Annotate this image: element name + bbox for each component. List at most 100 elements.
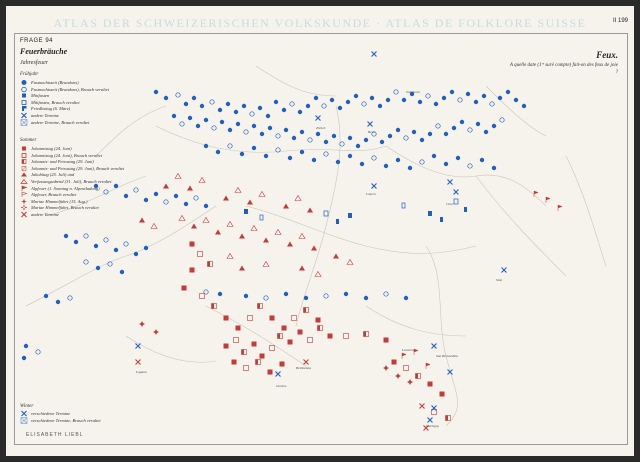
spring-fire-marker — [175, 92, 181, 98]
spring-fire-marker — [433, 101, 439, 107]
spring-fire-marker — [483, 129, 489, 135]
spring-fire-marker — [457, 97, 463, 103]
summer-fire-marker — [199, 293, 205, 299]
legend-item-label: Johannistag (24. Juni), Brauch veraltet — [31, 152, 102, 158]
legend-summer-heading: Sommer — [20, 138, 37, 143]
atlas-title: ATLAS DER SCHWEIZERISCHEN VOLKSKUNDE · A… — [53, 16, 587, 30]
other-date-marker — [303, 359, 309, 365]
legend-item-label: Alpfeuer, Brauch veraltet — [31, 192, 77, 198]
legend-item-label: andere Termine, Brauch veraltet — [31, 119, 90, 125]
spring-fire-marker — [143, 245, 149, 251]
spring-fire-marker — [383, 291, 389, 297]
spring-fire-marker — [305, 103, 311, 109]
summer-fire-marker — [439, 391, 445, 397]
spring-fire-marker — [203, 117, 209, 123]
spring-fire-marker — [193, 195, 199, 201]
spring-fire-marker — [473, 99, 479, 105]
summer-fire-marker — [383, 365, 389, 371]
legend-item-label: andere Termine — [31, 212, 60, 217]
spring-fire-marker — [203, 289, 209, 295]
summer-fire-marker — [223, 315, 229, 321]
summer-fire-marker — [274, 228, 282, 235]
x-blue-icon — [21, 112, 27, 119]
author-credit: ELISABETH LIEBL — [26, 432, 84, 438]
summer-fire-marker — [247, 199, 253, 205]
spring-fire-marker — [355, 143, 361, 149]
other-date-marker — [453, 189, 459, 195]
spring-fire-marker — [241, 103, 247, 109]
summer-fire-marker — [226, 220, 234, 227]
spring-fire-marker — [321, 103, 327, 109]
summer-fire-marker — [163, 183, 169, 189]
spring-fire-marker — [113, 183, 119, 189]
legend-item: Fastnachtszeit (Brandons) — [20, 79, 79, 86]
summer-fire-marker — [239, 233, 245, 239]
spring-fire-marker — [337, 105, 343, 111]
other-date-marker — [419, 403, 425, 409]
summer-fire-marker — [243, 365, 249, 371]
spring-fire-marker — [347, 135, 353, 141]
spring-fire-marker — [297, 109, 303, 115]
summer-fire-marker — [223, 195, 229, 201]
summer-fire-marker — [139, 217, 145, 223]
spring-fire-marker — [195, 123, 201, 129]
spring-fire-marker — [243, 129, 249, 135]
place-label: Solothurn — [406, 90, 420, 94]
legend-item: Alpfeuer (1. Sonntag n. Alpentladung) — [20, 185, 100, 192]
tri-red-open-icon — [20, 178, 28, 184]
spring-fire-marker — [440, 217, 443, 222]
other-date-marker — [371, 51, 377, 57]
summer-fire-marker — [250, 224, 258, 231]
spring-fire-marker — [239, 151, 245, 157]
question-french: A quelle date (1ʳᵉ suré compte) fait-on … — [509, 63, 618, 75]
spring-fire-marker — [153, 89, 159, 95]
place-label: Genève — [276, 384, 287, 388]
summer-fire-marker — [226, 252, 234, 259]
spring-fire-marker — [497, 95, 503, 101]
legend-item: Alpfeuer, Brauch veraltet — [20, 191, 76, 198]
spring-fire-marker — [83, 259, 89, 265]
spring-fire-marker — [307, 137, 313, 143]
spring-fire-marker — [179, 121, 185, 127]
summer-fire-marker — [294, 194, 302, 201]
spring-fire-marker — [235, 121, 241, 127]
spring-fire-marker — [251, 123, 257, 129]
place-label: San Bernardino — [436, 354, 459, 358]
spring-fire-marker — [63, 233, 69, 239]
spring-fire-symbols — [21, 89, 527, 361]
spring-fire-marker — [513, 97, 519, 103]
legend-item: verschiedene Termine — [20, 410, 70, 417]
legend-item: andere Termine — [20, 211, 59, 218]
spring-fire-marker — [336, 219, 339, 224]
legend-item: Mariae Himmelfahrt, Brauch veraltet — [20, 204, 99, 212]
spring-fire-marker — [67, 295, 73, 301]
x-red-icon — [21, 211, 27, 218]
spring-fire-marker — [395, 157, 401, 163]
spring-fire-marker — [55, 299, 61, 305]
summer-fire-marker — [235, 325, 241, 331]
spring-fire-marker — [443, 131, 449, 137]
legend-item: Fastnachtszeit (Brandons), Brauch veralt… — [20, 86, 109, 93]
other-date-marker — [501, 267, 507, 273]
summer-fire-marker — [533, 190, 539, 197]
spring-fire-marker — [491, 123, 497, 129]
place-label: Lugano — [136, 370, 147, 374]
spring-fire-marker — [153, 191, 159, 197]
summer-fire-marker — [545, 196, 551, 203]
subtitle-german: Jahresfeuer — [20, 60, 49, 66]
summer-fire-marker — [262, 260, 270, 267]
spring-fire-marker — [371, 131, 377, 137]
spring-fire-marker — [273, 99, 279, 105]
summer-fire-marker — [269, 345, 275, 351]
place-label: Bern — [368, 130, 375, 134]
spring-fire-marker — [451, 125, 457, 131]
question-number: FRAGE 94 — [20, 38, 54, 44]
legend-item-label: Johannis- und Petrustag (29. Juni) — [31, 159, 94, 165]
summer-fire-marker — [174, 172, 182, 179]
spring-fire-marker — [259, 131, 265, 137]
summer-fire-marker — [234, 186, 242, 193]
summer-fire-marker — [251, 341, 257, 347]
spring-fire-marker — [93, 183, 99, 189]
spring-fire-marker — [171, 113, 177, 119]
spring-fire-marker — [217, 107, 223, 113]
